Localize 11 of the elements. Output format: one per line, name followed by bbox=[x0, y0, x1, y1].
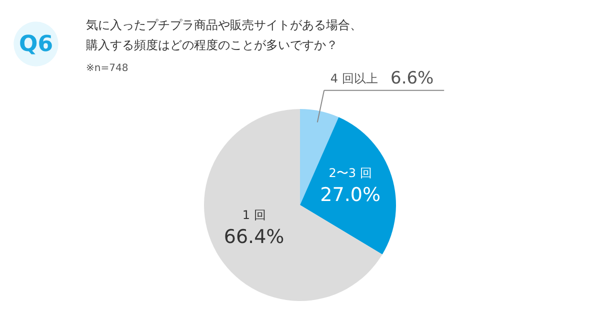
chart-title: 気に入ったプチプラ商品や販売サイトがある場合、購入する頻度はどの程度のことが多いですか？ bbox=[86, 18, 362, 52]
data-label: 27.0% bbox=[320, 184, 380, 206]
data-label: 66.4% bbox=[224, 226, 284, 248]
slice-label: 4 回以上 bbox=[330, 71, 378, 86]
text: Q6 bbox=[18, 32, 54, 57]
pie-slice bbox=[300, 117, 396, 254]
text: ※n=748 bbox=[86, 63, 128, 74]
slice-label: 2〜3 回 bbox=[328, 166, 372, 180]
slice-label: 1 回 bbox=[242, 208, 266, 222]
pie-slice bbox=[204, 109, 382, 301]
data-label: 6.6% bbox=[390, 68, 434, 88]
